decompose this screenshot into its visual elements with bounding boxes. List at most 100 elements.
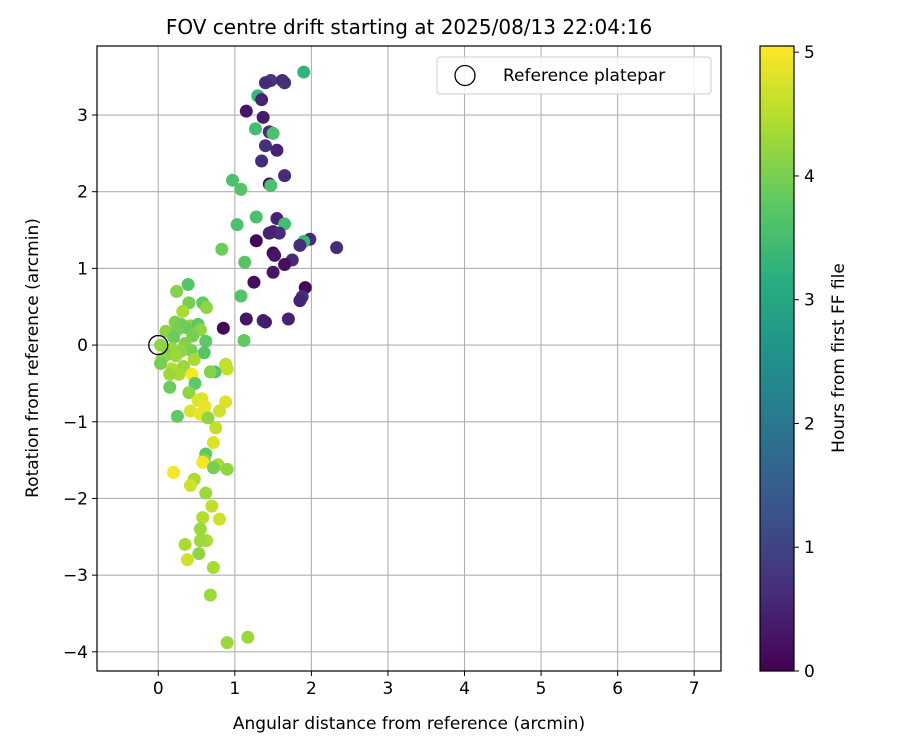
data-point: [266, 126, 280, 140]
data-point: [206, 435, 220, 449]
data-points: [154, 65, 344, 650]
data-point: [220, 362, 234, 376]
data-point: [167, 330, 181, 344]
data-point: [180, 553, 194, 567]
data-point: [272, 226, 286, 240]
x-axis-label: Angular distance from reference (arcmin): [233, 714, 585, 734]
y-tick-label: −1: [63, 413, 88, 433]
y-tick-label: 0: [77, 336, 88, 356]
plot-frame: [96, 45, 722, 672]
data-point: [293, 238, 307, 252]
x-tick-label: 7: [689, 679, 700, 699]
data-point: [255, 93, 269, 107]
data-point: [249, 234, 263, 248]
data-point: [241, 630, 255, 644]
colorbar-tick-label: 3: [804, 291, 815, 311]
legend-box: [436, 56, 712, 95]
data-point: [226, 173, 240, 187]
data-point: [278, 169, 292, 183]
legend-reference-marker: [454, 64, 476, 87]
data-point: [193, 522, 207, 536]
colorbar-tick-label: 5: [804, 43, 815, 63]
grid: [97, 46, 721, 671]
data-point: [270, 143, 284, 157]
x-tick-label: 3: [383, 679, 394, 699]
data-point: [239, 104, 253, 118]
data-point: [255, 154, 269, 168]
data-point: [297, 65, 311, 79]
data-point: [206, 461, 220, 475]
x-tick-label: 6: [612, 679, 623, 699]
data-point: [213, 404, 227, 418]
colorbar-tick-label: 2: [804, 414, 815, 434]
data-point: [181, 277, 195, 291]
data-point: [238, 255, 252, 269]
data-point: [249, 210, 263, 224]
x-axis-ticks: 0 1 2 3 4 5 6 7: [153, 671, 700, 699]
data-point: [216, 321, 230, 335]
data-point: [213, 512, 227, 526]
data-point: [167, 465, 181, 479]
data-point: [293, 294, 307, 308]
legend-label: Reference platepar: [503, 66, 665, 86]
data-point: [220, 462, 234, 476]
y-tick-label: −3: [63, 566, 88, 586]
data-point: [266, 265, 280, 279]
data-point: [281, 312, 295, 326]
y-tick-label: −2: [63, 489, 88, 509]
data-point: [182, 386, 196, 400]
data-point: [268, 248, 282, 262]
data-point: [230, 218, 244, 232]
data-point: [264, 179, 278, 193]
data-point: [163, 380, 177, 394]
data-point: [193, 534, 207, 548]
data-point: [183, 478, 197, 492]
data-point: [209, 421, 223, 435]
y-axis-label: Rotation from reference (arcmin): [23, 218, 43, 498]
data-point: [192, 547, 206, 561]
data-point: [258, 76, 272, 90]
data-point: [170, 409, 184, 423]
y-tick-label: 2: [77, 183, 88, 203]
x-tick-label: 5: [536, 679, 547, 699]
chart-title: FOV centre drift starting at 2025/08/13 …: [166, 15, 652, 39]
y-tick-label: −4: [63, 643, 88, 663]
reference-marker-layer: [148, 334, 169, 356]
data-point: [172, 367, 186, 381]
data-point: [234, 289, 248, 303]
data-point: [199, 486, 213, 500]
data-point: [169, 349, 183, 363]
legend: Reference platepar: [436, 56, 712, 95]
data-point: [197, 346, 211, 360]
data-point: [183, 404, 197, 418]
data-point: [219, 395, 233, 409]
data-point: [187, 353, 201, 367]
data-point: [203, 365, 217, 379]
data-point: [220, 636, 234, 650]
data-point: [199, 301, 213, 315]
x-tick-label: 4: [459, 679, 470, 699]
data-point: [258, 315, 272, 329]
data-point: [234, 182, 248, 196]
colorbar-tick-label: 4: [804, 167, 815, 187]
colorbar-gradient: [759, 45, 795, 672]
data-point: [178, 537, 192, 551]
data-point: [206, 560, 220, 574]
colorbar-ticks: 0 1 2 3 4 5: [794, 43, 815, 682]
data-point: [248, 122, 262, 136]
x-tick-label: 1: [229, 679, 240, 699]
data-point: [196, 511, 210, 525]
data-point: [196, 455, 210, 469]
data-point: [203, 588, 217, 602]
data-point: [199, 334, 213, 348]
data-point: [205, 499, 219, 513]
data-point: [247, 275, 261, 289]
data-point: [237, 333, 251, 347]
data-point: [176, 304, 190, 318]
data-point: [256, 110, 270, 124]
x-tick-label: 0: [153, 679, 164, 699]
colorbar-label: Hours from first FF file: [829, 263, 849, 453]
y-tick-label: 3: [77, 106, 88, 126]
y-axis-ticks: −4 −3 −2 −1 0 1 2 3: [63, 106, 97, 663]
